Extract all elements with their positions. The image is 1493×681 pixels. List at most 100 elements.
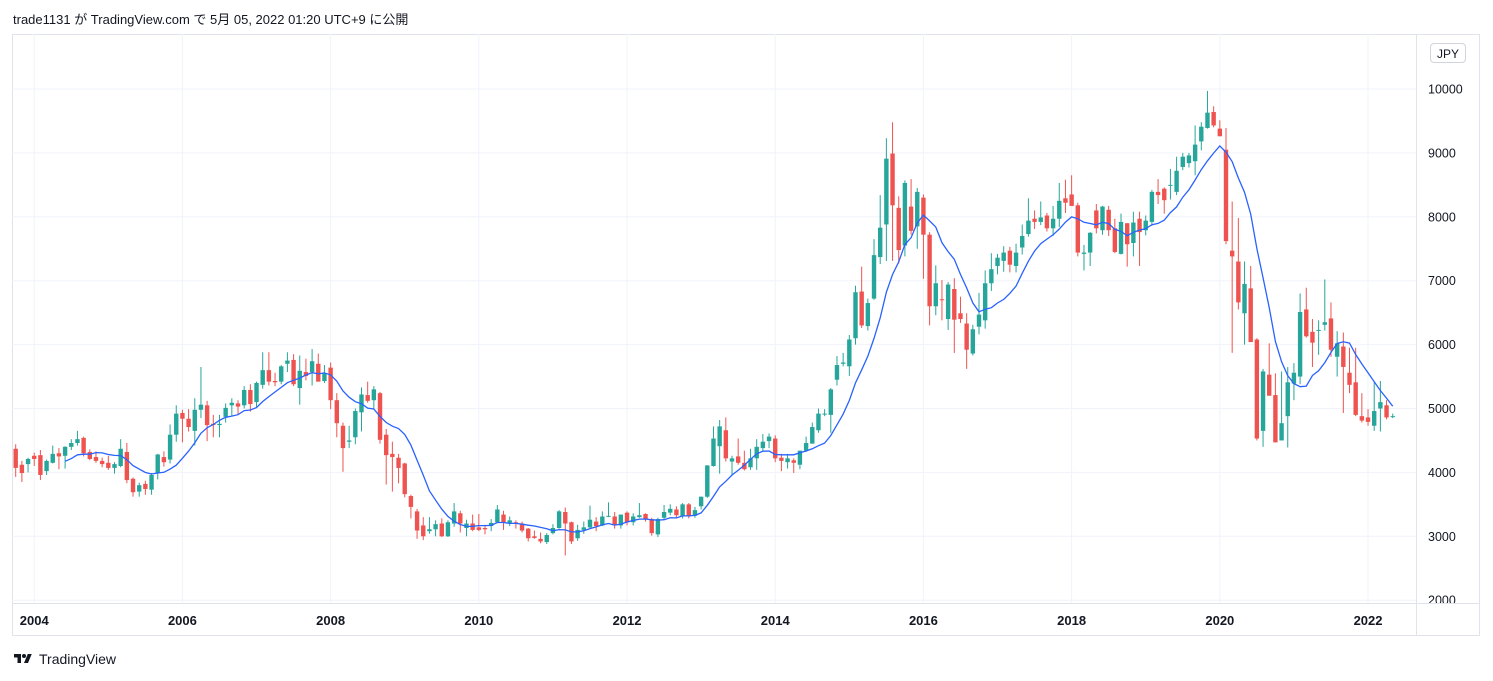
candle-body (1378, 402, 1383, 409)
candle (266, 352, 272, 386)
candles (13, 90, 1395, 556)
candle-body (174, 413, 179, 435)
candle-body (717, 426, 722, 447)
candle (316, 353, 321, 382)
candle (649, 517, 654, 536)
candle (624, 511, 630, 526)
candle-body (1192, 144, 1198, 162)
candle (25, 457, 31, 473)
candle-body (1279, 423, 1284, 441)
candle (637, 503, 642, 518)
candle-body (791, 460, 796, 463)
candle (1155, 179, 1161, 205)
candle-body (698, 496, 704, 507)
candle (859, 266, 864, 328)
candle-body (816, 413, 821, 431)
candle (773, 435, 778, 463)
candle (50, 445, 55, 464)
candle (840, 352, 846, 367)
candle-body (1304, 309, 1309, 337)
candle-body (742, 462, 747, 470)
grid-lines (12, 34, 1416, 603)
candle (353, 408, 358, 445)
candle (884, 138, 889, 261)
time-tick-label: 2014 (761, 613, 791, 628)
candle-body (229, 402, 235, 406)
candle-body (1143, 220, 1148, 231)
candle-body (266, 370, 272, 382)
candle-body (779, 457, 784, 461)
candle-body (927, 234, 932, 307)
candle (137, 482, 142, 497)
candle (1069, 175, 1074, 206)
candle-body (241, 389, 247, 406)
candle (785, 453, 790, 469)
candle-body (248, 389, 253, 405)
candle (1143, 215, 1148, 236)
candle-body (204, 405, 210, 426)
candle (260, 352, 265, 389)
candle (56, 448, 62, 470)
candle (433, 520, 438, 537)
candle-body (729, 458, 735, 462)
candle (1359, 393, 1365, 423)
candle (1186, 152, 1192, 168)
candle (1001, 246, 1006, 272)
price-tick-label: 10000 (1428, 83, 1463, 97)
candle (1044, 212, 1050, 232)
candle-body (346, 440, 352, 442)
candle (822, 409, 827, 417)
candle (1328, 302, 1334, 357)
candle (915, 188, 920, 249)
candle (828, 388, 833, 433)
candle-body (421, 525, 426, 537)
candle (982, 270, 988, 329)
candle (612, 512, 617, 529)
candle (532, 530, 537, 539)
candle-body (1359, 416, 1365, 421)
candle (1229, 201, 1235, 353)
candle (217, 414, 222, 438)
time-tick-label: 2008 (316, 613, 345, 628)
brand-name: TradingView (39, 651, 117, 667)
currency-button[interactable]: JPY (1430, 43, 1466, 63)
candle-body (1341, 346, 1346, 367)
candle (44, 459, 49, 475)
candle-body (945, 284, 951, 320)
candle (1094, 204, 1099, 234)
candle (569, 521, 574, 544)
candle (1334, 331, 1340, 377)
candle-body (606, 515, 611, 517)
candle (211, 414, 216, 438)
price-axis: 10000 9000 8000 7000 6000 5000 4000 3000 2000 (1428, 83, 1463, 604)
candle (248, 384, 253, 412)
time-tick-label: 2012 (613, 613, 642, 628)
candle-body (1236, 261, 1241, 303)
candle-body (309, 361, 315, 373)
tradingview-logo[interactable]: TradingView (12, 651, 116, 667)
time-tick-label: 2006 (168, 613, 197, 628)
candle (32, 452, 37, 467)
candle-body (902, 182, 908, 246)
candle-body (1322, 322, 1327, 325)
candle (896, 196, 901, 264)
candle (365, 381, 370, 403)
candle-body (87, 451, 92, 459)
candle (13, 444, 18, 477)
candle-body (1248, 288, 1253, 343)
candle (705, 465, 710, 498)
candle-body (1063, 198, 1068, 203)
candle-body (93, 457, 99, 461)
candle (1168, 168, 1173, 200)
candle-body (1390, 416, 1395, 418)
candle (1347, 347, 1352, 394)
candle (458, 510, 463, 533)
price-tick-label: 9000 (1428, 146, 1456, 160)
candle (174, 405, 179, 442)
candle (1063, 179, 1068, 213)
candle (1273, 373, 1278, 443)
candle (38, 450, 43, 481)
candle (241, 386, 247, 409)
candle (1125, 223, 1130, 267)
